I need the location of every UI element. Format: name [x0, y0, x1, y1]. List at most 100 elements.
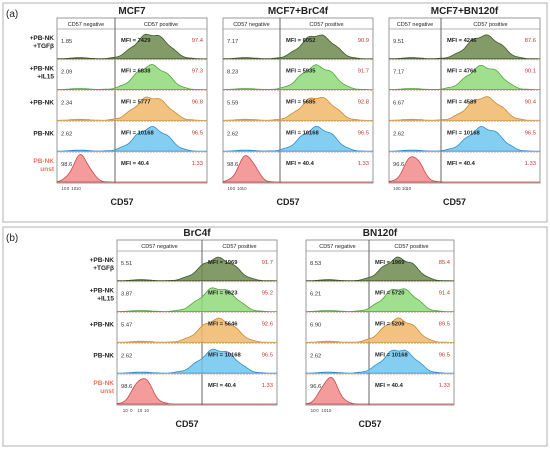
axis-tick-label: 0	[233, 186, 236, 191]
header-positive: CD57 positive	[144, 22, 178, 28]
negative-percent: 2.62	[393, 131, 404, 137]
mfi-label: MFI = 1969	[375, 260, 405, 266]
chart-mcf7	[56, 17, 208, 184]
histogram-0	[56, 33, 207, 60]
histogram-2	[116, 317, 277, 343]
mfi-label: MFI = 10168	[447, 130, 480, 136]
positive-percent: 85.4	[439, 260, 451, 266]
axis-tick-label: 0	[67, 186, 70, 191]
histogram-0	[222, 34, 373, 60]
row-label: +PB-NK	[30, 99, 55, 106]
axis-tick-label: 0	[130, 408, 133, 413]
positive-percent: 96.8	[192, 100, 203, 106]
header-positive: CD57 positive	[222, 244, 256, 250]
axis-tick-label: 10	[402, 186, 408, 191]
histogram-4	[56, 153, 207, 183]
mfi-label: MFI = 5646	[208, 322, 238, 328]
positive-percent: 96.5	[192, 130, 203, 136]
mfi-label: MFI = 40.4	[208, 383, 237, 389]
mfi-label: MFI = 5720	[375, 291, 404, 297]
header-negative: CD57 negative	[319, 244, 355, 250]
row-label: PB-NK	[33, 158, 54, 165]
positive-percent: 1.33	[439, 383, 450, 389]
histogram-3	[222, 125, 373, 152]
mfi-label: MFI = 40.4	[447, 161, 476, 167]
mfi-label: MFI = 6838	[121, 69, 151, 75]
x-axis-label: CD57	[276, 197, 299, 207]
chart-mcf7-brc4f	[222, 17, 374, 184]
plot-frame	[388, 17, 541, 184]
x-axis-label: CD57	[443, 197, 466, 207]
x-axis-label: CD57	[110, 197, 133, 207]
axis-tick-label: 10	[137, 408, 143, 413]
histogram-3	[388, 126, 540, 152]
panel-a-label: (a)	[6, 9, 18, 20]
negative-percent: 96.6	[310, 384, 321, 390]
histogram-0	[116, 256, 277, 282]
axis-tick-label: 10	[321, 408, 327, 413]
x-axis-label: CD57	[175, 419, 198, 429]
header-negative: CD57 negative	[233, 22, 269, 28]
header-negative: CD57 negative	[141, 244, 177, 250]
axis-tick-label: 0	[316, 408, 319, 413]
axis-tick-label: 10	[311, 408, 317, 413]
positive-percent: 90.4	[525, 100, 537, 106]
negative-percent: 7.17	[393, 70, 404, 76]
positive-percent: 97.4	[192, 38, 204, 44]
row-label: unst	[40, 166, 55, 173]
negative-percent: 6.90	[310, 322, 321, 328]
histogram-1	[222, 64, 373, 90]
histogram-3	[305, 349, 454, 374]
negative-percent: 2.09	[61, 70, 72, 76]
mfi-label: MFI = 4246	[447, 38, 477, 44]
histogram-1	[116, 287, 277, 312]
chart-title: BrC4f	[183, 228, 211, 239]
axis-tick-label: 10	[144, 408, 150, 413]
axis-tick-label: 10	[61, 186, 67, 191]
row-label: +PB-NK	[90, 257, 115, 264]
chart-title: MCF7	[118, 6, 146, 17]
panel-b-label: (b)	[6, 233, 18, 244]
chart-title: MCF7+BN120f	[431, 6, 499, 17]
histogram-2	[56, 96, 207, 121]
row-label: +PB-NK	[90, 321, 115, 328]
histogram-0	[388, 34, 540, 60]
axis-tick-label: 10	[227, 186, 233, 191]
panel-b-border	[2, 226, 548, 447]
negative-percent: 8.53	[310, 261, 321, 267]
chart-bn120f	[305, 239, 455, 406]
negative-percent: 2.62	[310, 353, 321, 359]
positive-percent: 95.2	[262, 291, 273, 297]
axis-tick-label: 10	[76, 186, 82, 191]
row-label: +PB-NK	[30, 66, 55, 73]
negative-percent: 3.87	[121, 292, 132, 298]
axis-tick-label: 10	[242, 186, 248, 191]
positive-percent: 87.6	[525, 38, 536, 44]
negative-percent: 9.51	[393, 39, 404, 45]
row-label: PB-NK	[93, 352, 114, 359]
row-label: +IL15	[97, 296, 114, 303]
mfi-label: MFI = 4766	[447, 69, 477, 75]
negative-percent: 1.85	[61, 39, 72, 45]
positive-percent: 92.6	[262, 322, 273, 328]
plot-frame	[116, 239, 278, 406]
negative-percent: 6.21	[310, 292, 321, 298]
axis-tick-label: 10	[393, 186, 399, 191]
positive-percent: 89.5	[439, 322, 450, 328]
mfi-label: MFI = 4589	[447, 100, 477, 106]
chart-title: BN120f	[363, 228, 398, 239]
negative-percent: 2.34	[61, 100, 73, 106]
mfi-label: MFI = 40.4	[375, 383, 404, 389]
positive-percent: 91.4	[439, 291, 451, 297]
mfi-label: MFI = 40.4	[121, 161, 150, 167]
row-label: +TGFβ	[93, 265, 114, 272]
axis-tick-label: 10	[326, 408, 332, 413]
axis-tick-label: 10	[406, 186, 412, 191]
row-label: PB-NK	[93, 380, 114, 387]
histogram-4	[222, 155, 373, 183]
histogram-3	[116, 348, 277, 374]
panel-a-border	[2, 2, 548, 223]
chart-title: MCF7+BrC4f	[268, 6, 329, 17]
positive-percent: 1.33	[192, 161, 203, 167]
